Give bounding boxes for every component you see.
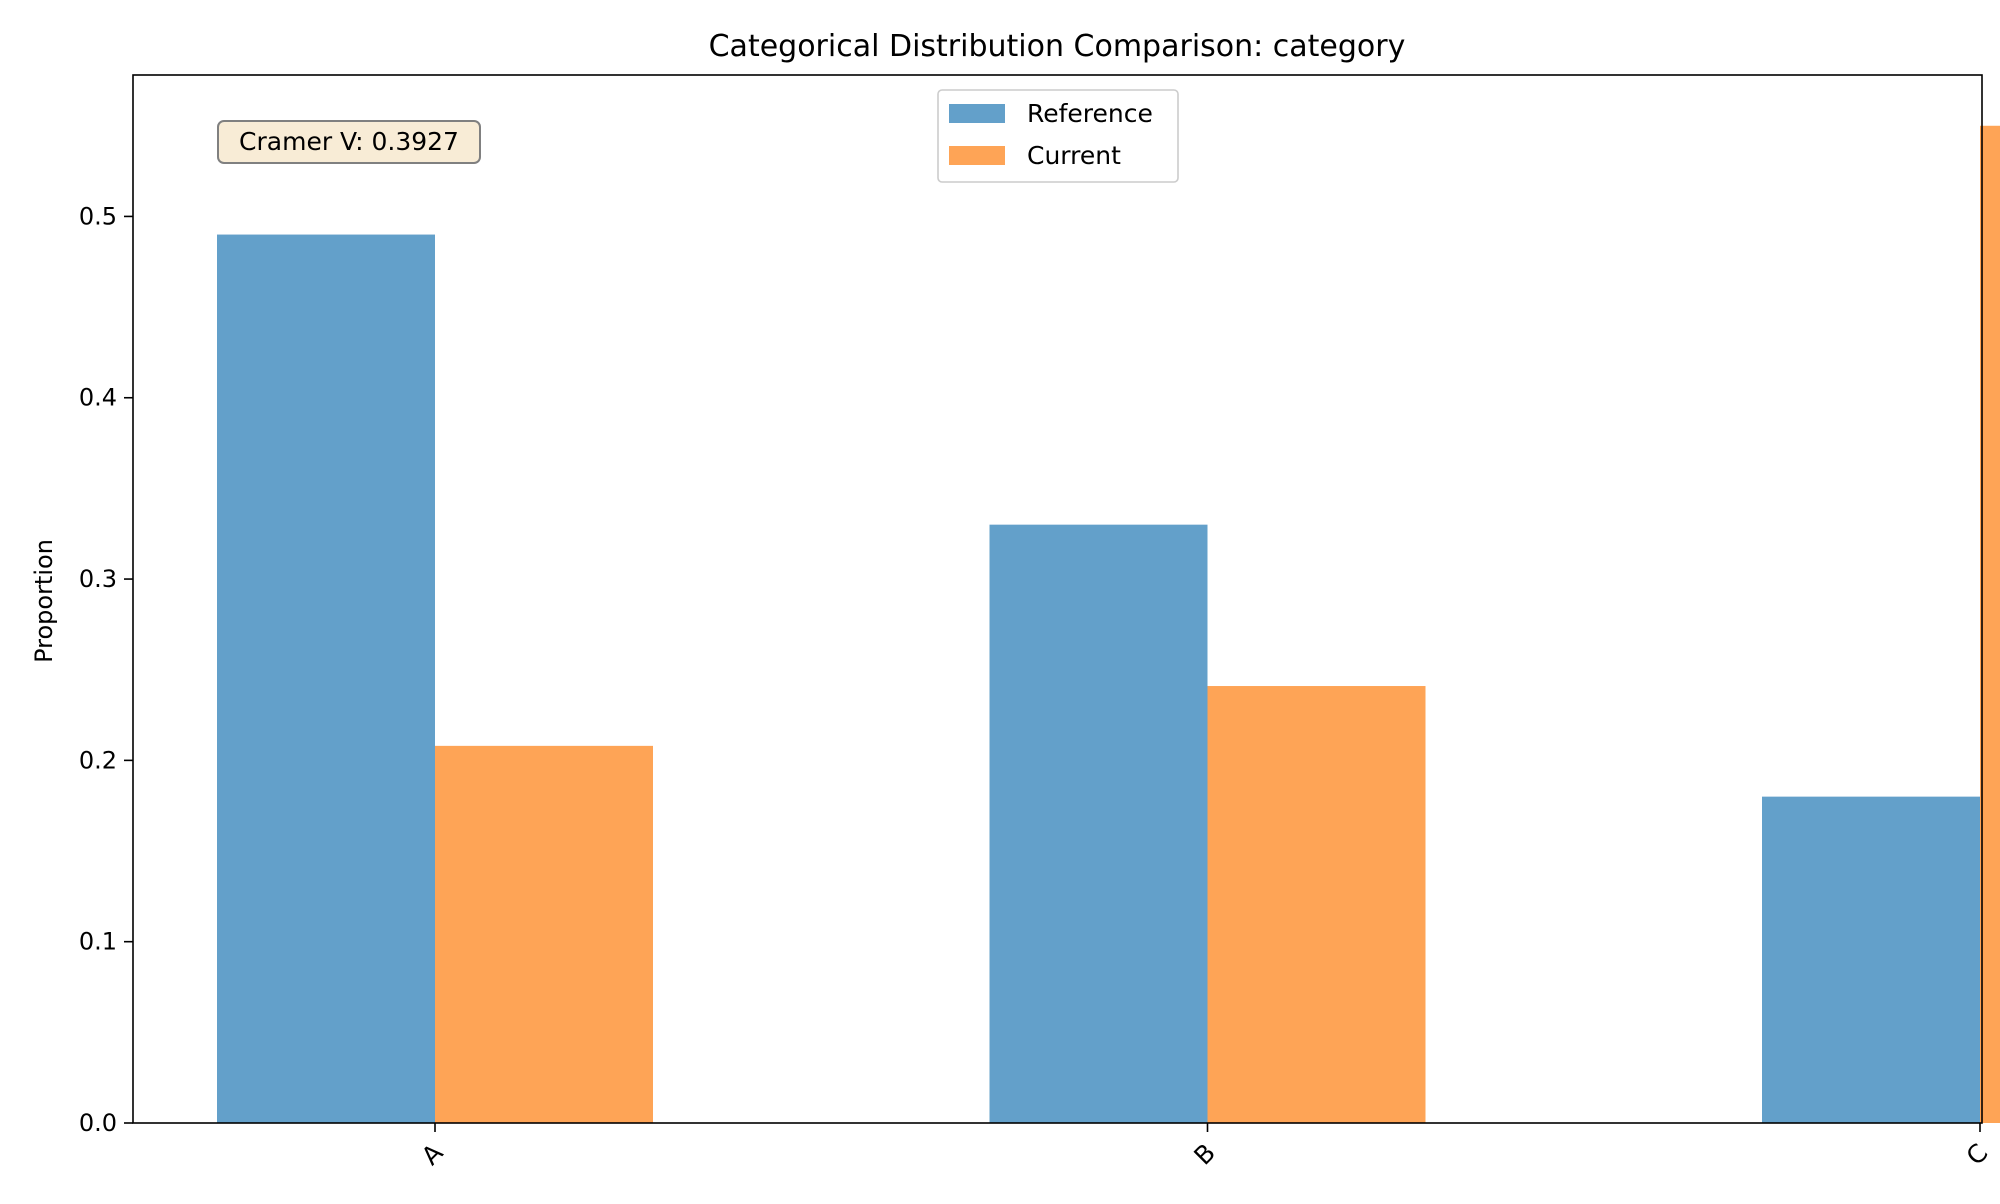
y-tick-label: 0.0 — [79, 1109, 117, 1137]
legend-label-current: Current — [1027, 141, 1121, 170]
chart-title: Categorical Distribution Comparison: cat… — [709, 29, 1406, 64]
cramer-v-annotation: Cramer V: 0.3927 — [217, 120, 481, 164]
bar-current-c — [1980, 125, 2000, 1123]
legend: Reference Current — [937, 89, 1179, 183]
bar-reference-c — [1762, 796, 1980, 1123]
y-tick-label: 0.5 — [79, 202, 117, 230]
plot-frame — [132, 74, 1983, 1124]
y-tick-label: 0.3 — [79, 565, 117, 593]
bar-current-a — [435, 745, 653, 1123]
legend-label-reference: Reference — [1027, 99, 1153, 128]
x-tick-label: C — [1961, 1138, 1994, 1171]
legend-swatch-current — [949, 146, 1005, 165]
y-tick-label: 0.2 — [79, 746, 117, 774]
bars-layer — [217, 125, 2000, 1123]
y-tick-label: 0.4 — [79, 384, 117, 412]
legend-swatch-reference — [949, 104, 1005, 123]
x-tick-label: A — [416, 1138, 449, 1171]
y-axis-ticks: 0.0 0.1 0.2 0.3 0.4 0.5 — [79, 202, 133, 1137]
x-axis-ticks: A B C — [416, 1123, 1994, 1171]
bar-current-b — [1207, 686, 1426, 1123]
annotation-background — [217, 120, 481, 164]
y-axis-label: Proportion — [30, 539, 58, 663]
x-tick-label: B — [1188, 1138, 1221, 1171]
bar-reference-b — [989, 524, 1208, 1123]
annotation-text: Cramer V: 0.3927 — [239, 127, 459, 156]
bar-reference-a — [217, 234, 435, 1123]
y-tick-label: 0.1 — [79, 928, 117, 956]
